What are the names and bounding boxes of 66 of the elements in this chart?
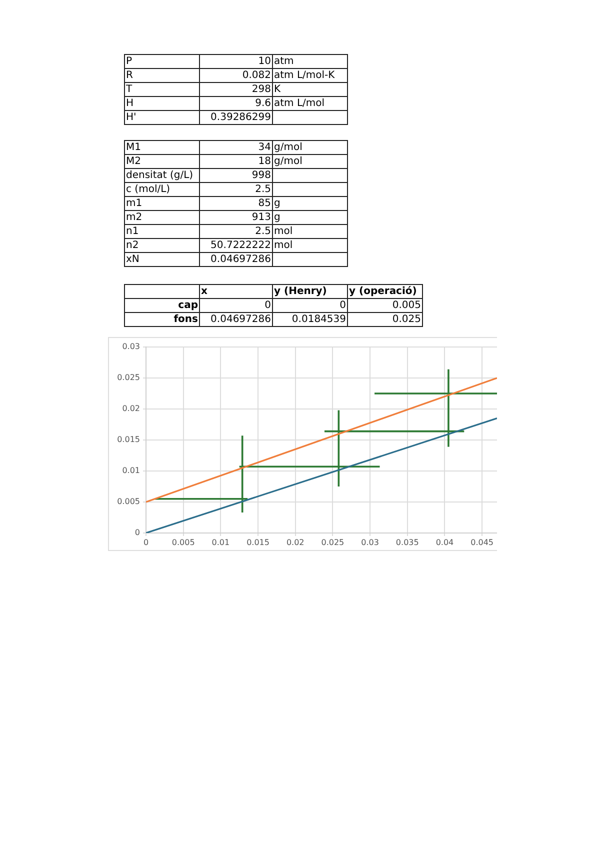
text: 34 <box>258 142 271 153</box>
category-label: M2 <box>126 156 141 167</box>
text: 0 <box>340 300 346 311</box>
text: 0.0184539 <box>292 314 346 325</box>
text: 0.39286299 <box>210 112 271 123</box>
x-tick-label: 0.01 <box>212 538 230 547</box>
category-label: H <box>126 98 134 109</box>
category-label: x <box>200 284 272 298</box>
category-label: densitat (g/L) <box>126 170 194 181</box>
x-tick-label: 0.015 <box>246 538 270 547</box>
text: 2.5 <box>255 184 271 195</box>
category-label: atm <box>274 56 294 67</box>
text: 0.082 <box>242 70 271 81</box>
category-label: T <box>126 84 132 95</box>
category-label: m2 <box>126 212 142 223</box>
x-tick-label: 0.005 <box>172 538 195 547</box>
category-label: fons <box>174 314 198 325</box>
x-tick-label: 0.02 <box>286 538 304 547</box>
category-label: c (mol/L) <box>126 184 170 195</box>
y-tick-label: 0.03 <box>122 342 140 352</box>
category-label: g <box>274 198 280 209</box>
y-tick-label: 0.025 <box>117 373 140 382</box>
category-label: M1 <box>126 142 141 153</box>
y-tick-label: 0.02 <box>122 404 140 414</box>
text: 0.04697286 <box>210 314 271 325</box>
category-label: mol <box>274 240 293 251</box>
text: 2.5 <box>255 226 271 237</box>
text: 0.025 <box>392 314 421 325</box>
text: 298 <box>252 84 271 95</box>
x-tick-label: 0.035 <box>396 538 419 547</box>
x-tick-label: 0.04 <box>436 538 454 547</box>
category-label: y (Henry) <box>272 284 348 298</box>
category-label: xN <box>126 254 140 265</box>
text: 18 <box>258 156 271 167</box>
text: 0 <box>264 300 271 311</box>
y-tick-label: 0.01 <box>122 466 140 476</box>
y-tick-label: 0 <box>134 528 140 538</box>
text: 10 <box>258 56 271 67</box>
category-label: y (operació) <box>348 284 422 298</box>
text: 85 <box>258 198 271 209</box>
x-tick-label: 0 <box>143 538 149 547</box>
category-label: R <box>126 70 133 81</box>
text: 0.005 <box>392 300 421 311</box>
category-label: n2 <box>126 240 139 251</box>
y-tick-label: 0.005 <box>117 497 140 506</box>
category-label: K <box>274 84 281 95</box>
category-label: g/mol <box>274 142 302 153</box>
y-tick-label: 0.015 <box>117 435 140 444</box>
x-tick-label: 0.03 <box>361 538 379 547</box>
text: 998 <box>252 170 271 181</box>
text: 9.6 <box>255 98 271 109</box>
category-label: mol <box>274 226 293 237</box>
text: 0.04697286 <box>210 254 271 265</box>
category-label: atm L/mol <box>274 98 325 109</box>
category-label: atm L/mol-K <box>274 70 335 81</box>
category-label: g <box>274 212 280 223</box>
text: 50.7222222 <box>210 240 271 251</box>
category-label: H' <box>126 112 136 123</box>
category-label: m1 <box>126 198 142 209</box>
category-label: P <box>126 56 132 67</box>
category-label: g/mol <box>274 156 302 167</box>
category-label: cap <box>178 300 198 311</box>
text: 913 <box>252 212 271 223</box>
x-tick-label: 0.045 <box>470 538 494 547</box>
x-tick-label: 0.025 <box>321 538 344 547</box>
category-label: n1 <box>126 226 139 237</box>
